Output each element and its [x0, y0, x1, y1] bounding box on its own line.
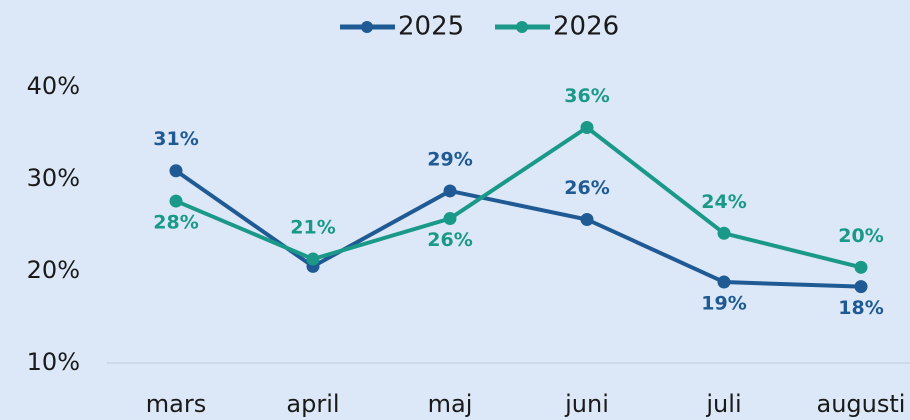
x-tick-label: april [286, 390, 339, 418]
point [169, 194, 183, 208]
legend-label: 2026 [553, 12, 619, 42]
data-label: 31% [153, 128, 198, 150]
legend-label: 2025 [398, 12, 464, 42]
x-tick-label: juli [705, 390, 741, 418]
point [854, 280, 868, 294]
point [854, 260, 868, 274]
point [169, 164, 183, 178]
point [717, 275, 731, 289]
point [306, 252, 320, 266]
data-label: 28% [153, 212, 198, 234]
x-tick-label: maj [428, 390, 473, 418]
data-label: 29% [427, 148, 472, 170]
y-tick-label: 20% [27, 256, 80, 284]
data-label: 36% [564, 85, 609, 107]
point [443, 212, 457, 226]
x-tick-label: juni [564, 390, 609, 418]
x-tick-label: mars [146, 390, 206, 418]
data-label: 26% [427, 229, 472, 251]
legend-marker [361, 21, 373, 33]
data-label: 20% [838, 225, 883, 247]
data-label: 21% [290, 217, 335, 239]
legend-marker [516, 21, 528, 33]
data-label: 26% [564, 177, 609, 199]
point [580, 212, 594, 226]
data-label: 19% [701, 293, 746, 315]
data-label: 24% [701, 191, 746, 213]
series-line [175, 125, 862, 270]
y-tick-label: 30% [27, 164, 80, 192]
y-tick-label: 10% [27, 348, 80, 376]
y-tick-label: 40% [27, 72, 80, 100]
point [717, 226, 731, 240]
data-label: 18% [838, 297, 883, 319]
x-tick-label: augusti [817, 390, 906, 418]
point [443, 184, 457, 198]
point [580, 120, 594, 134]
